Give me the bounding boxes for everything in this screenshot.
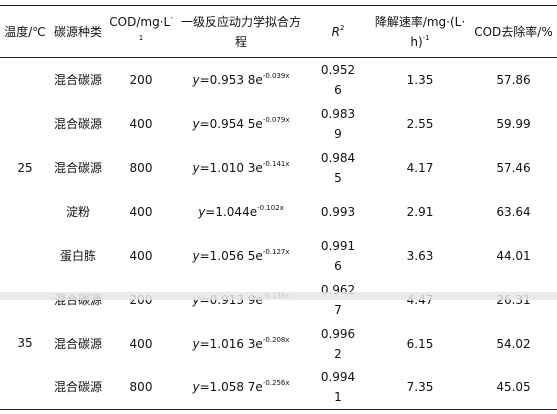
equation-base: y=1.016 3e — [192, 336, 263, 351]
cod-cell: 200 — [129, 72, 153, 87]
equation-base: y=1.058 7e — [192, 380, 263, 395]
equation-cell: y=0.954 5e-0.079x — [176, 102, 306, 146]
carbon-cell: 混合碳源 — [53, 380, 102, 395]
header-text: 一级反应动力学拟合方程 — [180, 14, 301, 49]
equation-exponent: -0.102x — [257, 203, 284, 212]
header-cell: R2 — [306, 6, 370, 58]
scroll-band — [0, 292, 557, 300]
rate-cell: 1.35 — [406, 72, 434, 87]
header-superscript: 2 — [339, 23, 345, 32]
rate-cell: 4.17 — [406, 160, 434, 175]
cod-cell: 400 — [129, 116, 153, 131]
table-row: 混合碳源 800 y=1.010 3e-0.141x 0.9845 4.17 57.46 — [0, 146, 557, 190]
removal-cell: 44.01 — [496, 248, 531, 263]
removal-cell: 45.05 — [496, 380, 531, 395]
carbon-cell: 混合碳源 — [53, 160, 102, 175]
table-row: 淀粉 400 y=1.044e-0.102x 0.993 2.91 63.64 — [0, 190, 557, 234]
r2-cell: 0.9845 — [320, 150, 356, 185]
table-row: 混合碳源 400 y=1.016 3e-0.208x 0.9962 6.15 54.02 — [0, 322, 557, 366]
temperature-cell: 35 — [17, 336, 33, 351]
rate-cell: 2.55 — [406, 116, 434, 131]
header-text: COD/mg·L — [109, 14, 171, 29]
equation-base: y=0.954 5e — [192, 116, 263, 131]
equation-base: y=1.056 5e — [192, 248, 263, 263]
header-text: COD去除率/% — [474, 24, 553, 39]
header-cell: COD/mg·L-1 — [106, 6, 176, 58]
header-cell: 降解速率/mg·(L·h)-1 — [370, 6, 470, 58]
header-cell: COD去除率/% — [470, 6, 557, 58]
r2-cell: 0.9526 — [320, 62, 356, 97]
equation-cell: y=1.056 5e-0.127x — [176, 234, 306, 278]
removal-cell: 63.64 — [496, 204, 531, 219]
carbon-cell: 混合碳源 — [53, 72, 102, 87]
carbon-cell: 蛋白胨 — [59, 248, 96, 263]
equation-exponent: -0.141x — [262, 159, 290, 168]
carbon-cell: 混合碳源 — [53, 336, 102, 351]
r2-cell: 0.9839 — [320, 106, 356, 141]
header-text: R — [331, 24, 340, 39]
rate-cell: 2.91 — [406, 204, 434, 219]
cod-cell: 400 — [129, 248, 153, 263]
data-table: 温度/℃ 碳源种类 COD/mg·L-1 一级反应动力学拟合方程 R2 降解速率/mg·(… — [0, 5, 557, 410]
header-row: 温度/℃ 碳源种类 COD/mg·L-1 一级反应动力学拟合方程 R2 降解速率/mg·(… — [0, 5, 557, 58]
equation-exponent: -0.079x — [262, 115, 290, 124]
rate-cell: 6.15 — [406, 336, 434, 351]
cod-cell: 400 — [129, 336, 153, 351]
header-cell: 碳源种类 — [50, 6, 106, 58]
header-cell: 温度/℃ — [0, 6, 50, 58]
equation-cell: y=1.058 7e-0.256x — [176, 366, 306, 410]
equation-exponent: -0.256x — [262, 379, 290, 388]
cod-cell: 800 — [129, 160, 153, 175]
equation-exponent: -0.127x — [262, 247, 290, 256]
r2-cell: 0.993 — [320, 204, 356, 219]
equation-cell: y=1.044e-0.102x — [176, 190, 306, 234]
header-superscript: -1 — [422, 33, 430, 42]
carbon-cell: 混合碳源 — [53, 116, 102, 131]
table-row: 蛋白胨 400 y=1.056 5e-0.127x 0.9916 3.63 44.01 — [0, 234, 557, 278]
header-text: 降解速率/mg·(L·h) — [374, 14, 466, 49]
carbon-cell: 淀粉 — [65, 204, 90, 219]
table-row: 混合碳源 400 y=0.954 5e-0.079x 0.9839 2.55 59.99 — [0, 102, 557, 146]
equation-cell: y=0.953 8e-0.039x — [176, 58, 306, 102]
removal-cell: 59.99 — [496, 116, 531, 131]
equation-base: y=0.953 8e — [192, 72, 263, 87]
temperature-cell: 25 — [17, 160, 33, 175]
r2-cell: 0.9941 — [320, 370, 356, 405]
equation-exponent: -0.208x — [262, 335, 290, 344]
table-row: 混合碳源 800 y=1.058 7e-0.256x 0.9941 7.35 45.05 — [0, 366, 557, 410]
table-row: 25 混合碳源 200 y=0.953 8e-0.039x 0.9526 1.35 57.8… — [0, 58, 557, 175]
r2-cell: 0.9916 — [320, 238, 356, 273]
rate-cell: 3.63 — [406, 248, 434, 263]
equation-exponent: -0.039x — [262, 71, 290, 80]
table-body: 25 混合碳源 200 y=0.953 8e-0.039x 0.9526 1.35 57.8… — [0, 58, 557, 410]
header-superscript: -1 — [138, 13, 173, 42]
equation-cell: y=1.016 3e-0.208x — [176, 322, 306, 366]
cod-cell: 400 — [129, 204, 153, 219]
header-cell: 一级反应动力学拟合方程 — [176, 6, 306, 58]
removal-cell: 54.02 — [496, 336, 531, 351]
equation-base: y=1.044e — [198, 204, 258, 219]
equation-base: y=1.010 3e — [192, 160, 263, 175]
equation-cell: y=1.010 3e-0.141x — [176, 146, 306, 190]
removal-cell: 57.46 — [496, 160, 531, 175]
cod-cell: 800 — [129, 380, 153, 395]
header-text: 碳源种类 — [53, 24, 102, 39]
removal-cell: 57.86 — [496, 72, 531, 87]
r2-cell: 0.9962 — [320, 326, 356, 361]
header-text: 温度/℃ — [4, 24, 46, 39]
rate-cell: 7.35 — [406, 380, 434, 395]
